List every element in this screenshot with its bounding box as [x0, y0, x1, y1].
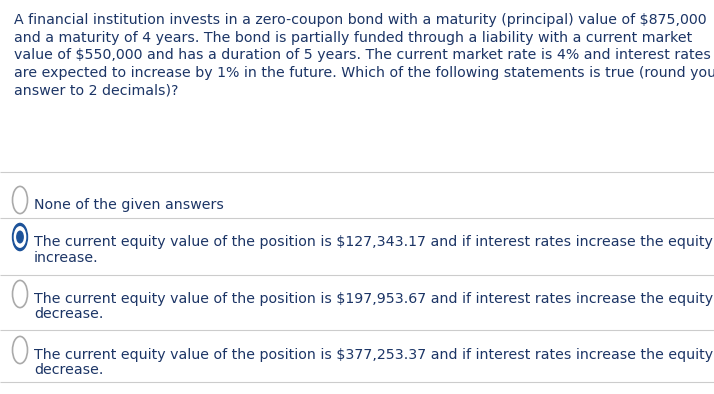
Ellipse shape: [13, 223, 28, 251]
Ellipse shape: [14, 227, 26, 247]
Text: and a maturity of 4 years. The bond is partially funded through a liability with: and a maturity of 4 years. The bond is p…: [14, 30, 693, 45]
Text: None of the given answers: None of the given answers: [34, 198, 224, 212]
Text: are expected to increase by 1% in the future. Which of the following statements : are expected to increase by 1% in the fu…: [14, 65, 714, 80]
Ellipse shape: [17, 231, 23, 243]
Text: The current equity value of the position is $127,343.17 and if interest rates in: The current equity value of the position…: [34, 235, 714, 249]
Text: increase.: increase.: [34, 251, 99, 264]
Text: The current equity value of the position is $377,253.37 and if interest rates in: The current equity value of the position…: [34, 348, 714, 362]
Text: value of $550,000 and has a duration of 5 years. The current market rate is 4% a: value of $550,000 and has a duration of …: [14, 48, 711, 62]
Text: decrease.: decrease.: [34, 307, 104, 322]
Text: The current equity value of the position is $197,953.67 and if interest rates in: The current equity value of the position…: [34, 292, 714, 306]
Text: answer to 2 decimals)?: answer to 2 decimals)?: [14, 83, 178, 97]
Text: A financial institution invests in a zero-coupon bond with a maturity (principal: A financial institution invests in a zer…: [14, 13, 707, 27]
Text: decrease.: decrease.: [34, 364, 104, 377]
